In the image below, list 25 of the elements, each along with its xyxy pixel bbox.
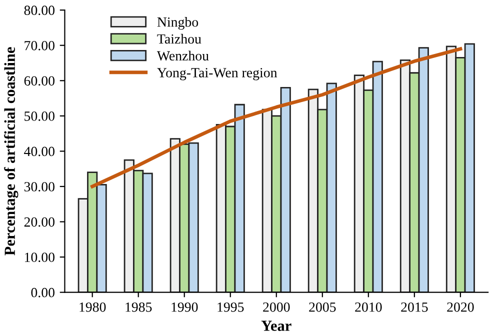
y-tick-label: 20.00: [24, 217, 54, 227]
y-tick-label: 10.00: [24, 252, 54, 262]
line-series: [90, 47, 462, 188]
legend-label: Ningbo: [157, 17, 198, 30]
y-tick-label: 60.00: [24, 76, 54, 86]
x-axis-title: Year: [261, 320, 292, 331]
y-tick-label: 80.00: [24, 6, 54, 16]
x-tick-label: 2000: [263, 302, 290, 312]
legend-label: Taizhou: [157, 34, 202, 44]
y-axis-title: Percentage of artificial coastline: [4, 47, 18, 256]
x-tick-label: 1985: [126, 302, 152, 312]
legend-label: Wenzhou: [156, 50, 209, 61]
x-tick-label: 2005: [309, 302, 336, 312]
x-tick-label: 2015: [401, 302, 428, 312]
y-tick-label: 30.00: [24, 182, 54, 192]
y-tick-label: 70.00: [24, 40, 54, 50]
legend-label: Yong-Tai-Wen region: [157, 68, 278, 80]
y-tick-label: 0.00: [31, 288, 54, 298]
x-tick-label: 1980: [80, 302, 106, 312]
x-tick-label: 2010: [355, 302, 382, 312]
y-tick-label: 50.00: [24, 112, 54, 121]
x-tick-label: 1995: [218, 302, 244, 312]
x-tick-label: 2020: [447, 302, 474, 312]
x-tick-label: 1990: [172, 302, 198, 312]
y-tick-label: 40.00: [24, 146, 54, 156]
